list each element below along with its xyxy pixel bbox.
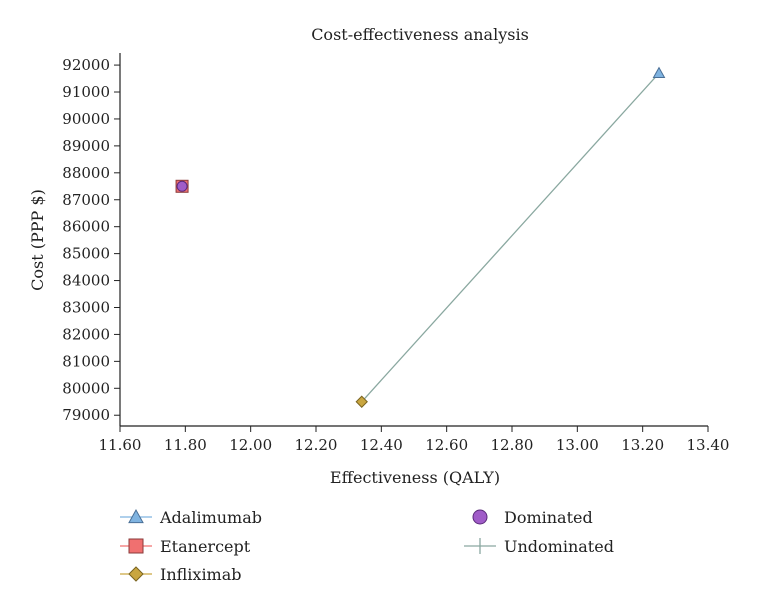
x-tick-label: 11.60 bbox=[99, 436, 142, 454]
legend-item-undominated: Undominated bbox=[462, 534, 614, 558]
ticks: 11.60 11.80 12.00 12.20 12.40 12.60 12.80 13.00… bbox=[62, 56, 729, 454]
circle-legend-marker bbox=[472, 509, 488, 525]
series-lines bbox=[361, 72, 660, 403]
chart: Cost-effectiveness analysis 11.60 11.80 12… bbox=[28, 25, 729, 487]
x-tick-label: 12.80 bbox=[491, 436, 534, 454]
y-tick-label: 89000 bbox=[62, 137, 110, 155]
axes bbox=[119, 53, 708, 427]
chart-title: Cost-effectiveness analysis bbox=[311, 25, 529, 44]
triangle-legend-marker bbox=[128, 508, 144, 524]
square-legend-marker bbox=[128, 538, 144, 554]
diamond-icon bbox=[120, 566, 152, 582]
legend: Adalimumab Dominated Etanercept Undominated… bbox=[0, 505, 768, 590]
y-tick-label: 91000 bbox=[62, 83, 110, 101]
adalimumab-point bbox=[652, 66, 666, 79]
diamond-legend-marker bbox=[128, 566, 144, 582]
y-axis-label: Cost (PPP $) bbox=[28, 189, 47, 291]
circle-icon bbox=[472, 509, 488, 525]
y-tick-label: 80000 bbox=[62, 379, 110, 397]
y-tick-label: 88000 bbox=[62, 164, 110, 182]
y-tick-label: 86000 bbox=[62, 218, 110, 236]
legend-label: Etanercept bbox=[160, 536, 251, 556]
y-tick-label: 83000 bbox=[62, 298, 110, 316]
square-icon bbox=[120, 538, 152, 554]
x-tick-label: 12.20 bbox=[295, 436, 338, 454]
x-tick-label: 12.00 bbox=[229, 436, 272, 454]
x-tick-label: 12.40 bbox=[360, 436, 403, 454]
x-tick-label: 12.60 bbox=[425, 436, 468, 454]
legend-item-infliximab: Infliximab bbox=[118, 562, 242, 586]
legend-item-adalimumab: Adalimumab bbox=[118, 505, 262, 529]
y-tick-label: 90000 bbox=[62, 110, 110, 128]
x-tick-label: 13.20 bbox=[621, 436, 664, 454]
y-tick-label: 85000 bbox=[62, 245, 110, 263]
legend-item-etanercept: Etanercept bbox=[118, 534, 250, 558]
data-marks bbox=[175, 66, 666, 408]
x-tick-label: 13.00 bbox=[556, 436, 599, 454]
legend-label: Infliximab bbox=[160, 564, 242, 584]
y-tick-label: 92000 bbox=[62, 56, 110, 74]
y-tick-label: 87000 bbox=[62, 191, 110, 209]
infliximab-point bbox=[355, 395, 368, 408]
x-tick-label: 13.40 bbox=[687, 436, 730, 454]
legend-label: Dominated bbox=[504, 507, 593, 527]
y-tick-label: 82000 bbox=[62, 325, 110, 343]
legend-label: Undominated bbox=[504, 536, 614, 556]
undominated-line bbox=[361, 72, 660, 403]
x-tick-label: 11.80 bbox=[164, 436, 207, 454]
dominated-point bbox=[176, 180, 188, 192]
y-tick-label: 79000 bbox=[62, 406, 110, 424]
plus-icon bbox=[464, 538, 496, 554]
x-axis-label: Effectiveness (QALY) bbox=[330, 468, 500, 487]
y-tick-label: 81000 bbox=[62, 352, 110, 370]
legend-label: Adalimumab bbox=[160, 507, 262, 527]
triangle-icon bbox=[120, 508, 152, 524]
y-tick-label: 84000 bbox=[62, 272, 110, 290]
legend-item-dominated: Dominated bbox=[462, 505, 593, 529]
